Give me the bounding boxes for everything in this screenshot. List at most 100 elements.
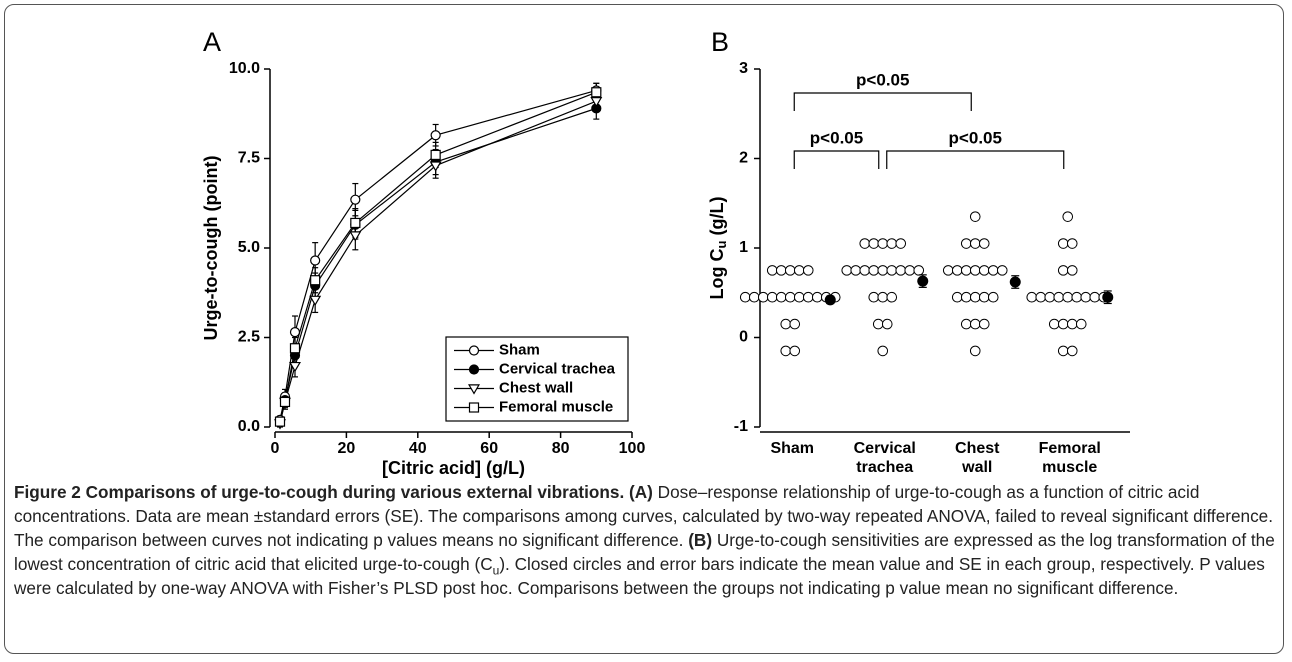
legend-label: Sham (499, 341, 540, 358)
data-point (978, 318, 990, 330)
marker (468, 345, 480, 356)
data-point (881, 318, 893, 330)
data-point (996, 265, 1008, 276)
y-tick-label: 2.5 (238, 329, 260, 346)
caption-text: u (492, 563, 500, 578)
data-point (739, 291, 751, 303)
data-point (757, 291, 769, 303)
marker (289, 361, 301, 373)
significance-bracket (793, 150, 880, 169)
mean-point (824, 294, 836, 306)
data-point (1075, 318, 1087, 330)
data-point (1066, 265, 1078, 276)
data-point (877, 345, 889, 357)
y-tick-label: 7.5 (238, 150, 260, 167)
data-point (886, 265, 898, 276)
data-point (960, 318, 972, 330)
mean-point (917, 275, 929, 287)
y-axis-label-part: (g/L) (707, 197, 727, 236)
marker (289, 343, 301, 354)
data-point (1080, 291, 1092, 303)
y-tick-label: 3 (739, 60, 748, 77)
marker (591, 87, 602, 98)
data-point (987, 265, 999, 276)
legend-label: Chest wall (499, 379, 573, 396)
data-point (978, 238, 990, 249)
figure-charts: A0.02.55.07.510.00 20 40 60 80 100[Citric aci… (201, 27, 1130, 478)
marker (429, 161, 442, 172)
data-point (969, 265, 981, 276)
marker (310, 275, 321, 286)
x-tick-label: trachea (856, 459, 913, 476)
data-point (960, 265, 972, 276)
data-point (913, 265, 925, 276)
x-tick-label: 80 (552, 440, 570, 457)
data-point (1089, 291, 1101, 303)
caption-text: Urge-to-cough sensitivities are expresse… (14, 530, 1275, 574)
legend-label: Femoral muscle (499, 398, 613, 415)
data-point (850, 265, 862, 276)
marker (590, 97, 603, 108)
data-point (951, 265, 963, 276)
data-point (969, 318, 981, 330)
data-point (960, 291, 972, 303)
y-tick-label: 5.0 (238, 239, 260, 256)
data-point (895, 265, 907, 276)
data-point (775, 265, 787, 276)
y-tick-label: 1 (739, 239, 748, 256)
data-point (802, 265, 814, 276)
data-point (793, 265, 805, 276)
x-tick-label: Sham (770, 440, 814, 457)
data-point (1057, 265, 1069, 276)
data-point (766, 265, 778, 276)
marker (310, 255, 321, 266)
data-point (969, 345, 981, 357)
significance-bracket (886, 150, 1065, 169)
x-tick-label: 20 (338, 440, 356, 457)
data-point (877, 291, 889, 303)
data-point (868, 291, 880, 303)
marker (468, 384, 480, 395)
data-point (1057, 318, 1069, 330)
x-tick-label: 40 (409, 440, 427, 457)
mean-point (1009, 276, 1021, 288)
data-point (987, 291, 999, 303)
marker (350, 194, 361, 205)
data-point (877, 265, 889, 276)
x-tick-label: Femoral (1039, 440, 1101, 457)
data-point (1062, 291, 1074, 303)
y-tick-label: 10.0 (229, 60, 260, 77)
data-point (841, 265, 853, 276)
y-axis-label: Urge-to-cough (point) (201, 156, 221, 341)
data-point (951, 291, 963, 303)
caption-text: Dose–response relationship of urge-to-co… (14, 482, 1274, 550)
data-point (859, 238, 871, 249)
data-point (1066, 318, 1078, 330)
data-point (868, 238, 880, 249)
x-tick-label: muscle (1042, 459, 1097, 476)
y-axis-label-part: Log C (707, 248, 727, 299)
marker (279, 396, 291, 408)
data-point (1035, 291, 1047, 303)
data-point (1026, 291, 1038, 303)
significance-label: p<0.05 (810, 128, 863, 147)
y-tick-label: 0.0 (238, 418, 260, 435)
legend-label: Cervical trachea (499, 360, 616, 377)
data-point (784, 265, 796, 276)
data-point (748, 291, 760, 303)
data-point (886, 238, 898, 249)
data-point (868, 265, 880, 276)
data-point (766, 291, 778, 303)
data-point (789, 345, 801, 357)
panel-label: A (203, 27, 221, 57)
data-point (978, 265, 990, 276)
data-point (1071, 291, 1083, 303)
data-point (969, 238, 981, 249)
caption-title: Figure 2 Comparisons of urge-to-cough du… (14, 482, 625, 502)
x-tick-label: Cervical (854, 440, 916, 457)
marker (350, 217, 361, 229)
data-point (969, 291, 981, 303)
data-point (1057, 345, 1069, 357)
mean-point (1102, 291, 1114, 303)
